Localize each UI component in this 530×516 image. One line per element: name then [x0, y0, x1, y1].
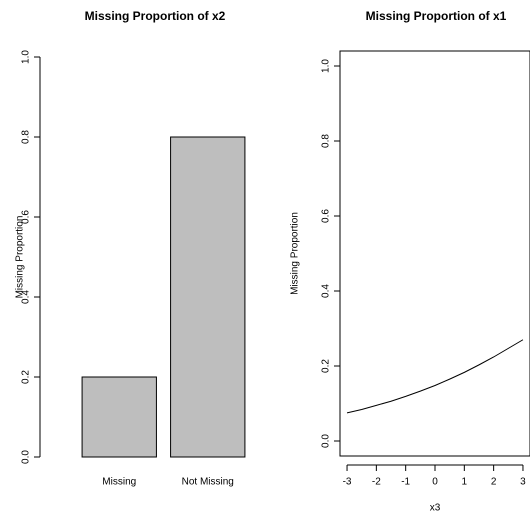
- bar: [81, 376, 157, 458]
- y-tick-label: 0.8: [321, 134, 332, 148]
- x-tick-label: 3: [520, 477, 526, 488]
- x-axis-label: x3: [430, 503, 441, 514]
- y-tick-label: 0.2: [21, 370, 32, 384]
- line: [346, 339, 524, 414]
- x-tick-label: -2: [372, 477, 381, 488]
- y-tick-label: 0.6: [321, 209, 332, 223]
- y-tick-label: 0.2: [321, 359, 332, 373]
- y-tick-label: 0.8: [21, 130, 32, 144]
- y-axis-label: Missing Proportion: [290, 212, 301, 295]
- x-tick-label: 1: [462, 477, 468, 488]
- x-tick-label: 0: [432, 477, 438, 488]
- y-tick-label: 1.0: [321, 59, 332, 73]
- y-tick-label: 0.0: [21, 450, 32, 464]
- chart-title: Missing Proportion of x2: [85, 9, 226, 23]
- y-axis-label: Missing Proportion: [15, 216, 26, 299]
- y-tick-label: 1.0: [21, 50, 32, 64]
- y-tick-label: 0.4: [321, 284, 332, 298]
- bar: [170, 136, 246, 458]
- x-tick-label: 2: [491, 477, 497, 488]
- y-tick-label: 0.6: [21, 210, 32, 224]
- x-tick-label: Missing: [102, 477, 136, 488]
- x-tick-label: -3: [343, 477, 352, 488]
- x-tick-label: -1: [401, 477, 410, 488]
- y-tick-label: 0.0: [321, 434, 332, 448]
- chart-title: Missing Proportion of x1: [366, 9, 507, 23]
- x-tick-label: Not Missing: [182, 477, 234, 488]
- plot-frame: [339, 50, 530, 457]
- y-tick-label: 0.4: [21, 290, 32, 304]
